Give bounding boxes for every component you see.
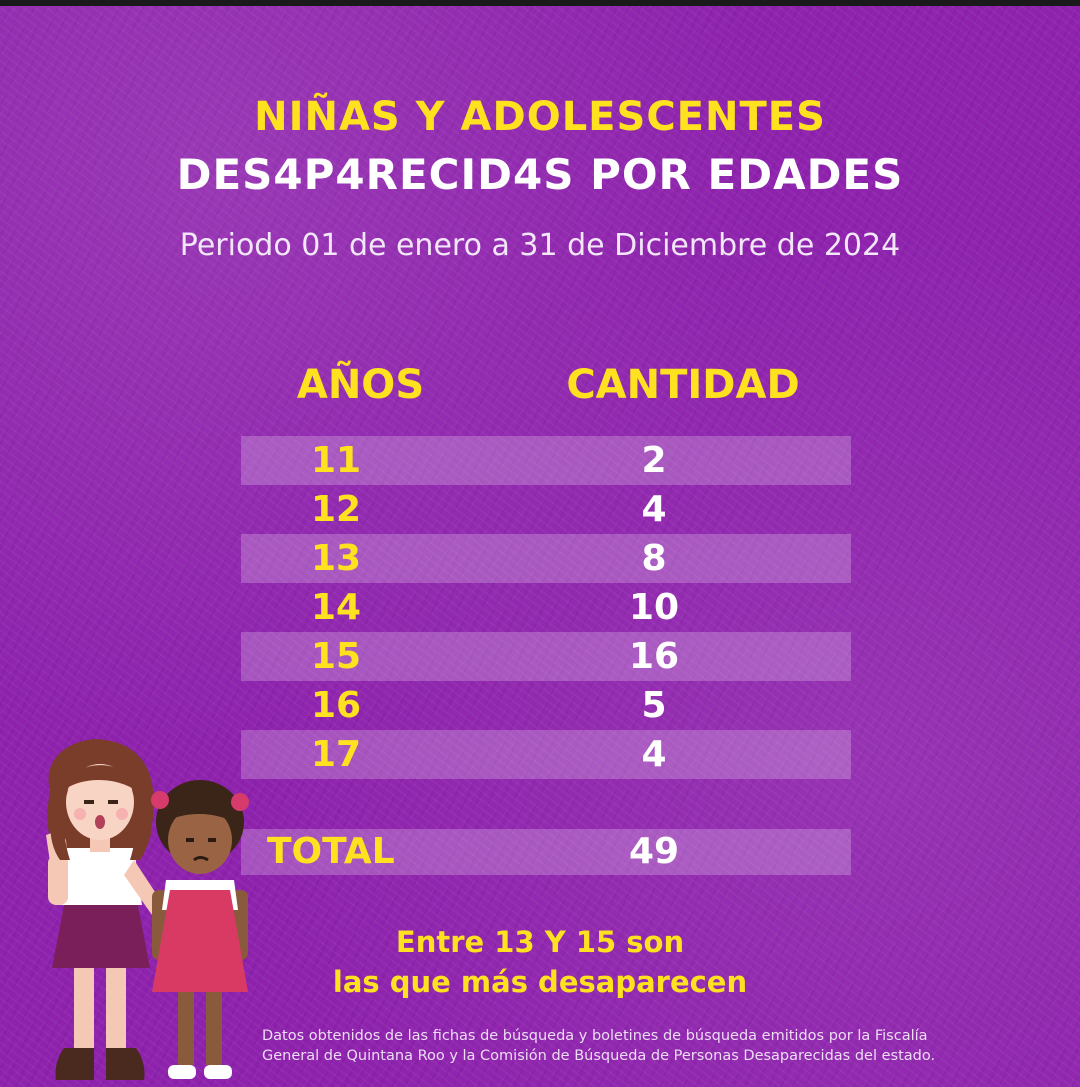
- table-row: 13 8: [241, 534, 851, 583]
- younger-girl-figure: [151, 780, 249, 1079]
- count-cell: 16: [628, 636, 680, 677]
- table-row: 14 10: [241, 583, 851, 632]
- count-cell: 2: [641, 440, 667, 481]
- total-label: TOTAL: [267, 831, 395, 872]
- age-cell: 15: [310, 636, 362, 677]
- age-cell: 13: [310, 538, 362, 579]
- table-row: 15 16: [241, 632, 851, 681]
- total-row: TOTAL 49: [241, 829, 851, 875]
- age-cell: 11: [310, 440, 362, 481]
- years-column-header: AÑOS: [296, 362, 425, 408]
- quantity-column-header: CANTIDAD: [566, 362, 800, 408]
- count-cell: 8: [641, 538, 667, 579]
- footnote-line-1: Datos obtenidos de las fichas de búsqued…: [262, 1028, 928, 1044]
- age-cell: 12: [310, 489, 362, 530]
- title-line-1: NIÑAS Y ADOLESCENTES: [254, 94, 826, 140]
- table-row: 16 5: [241, 681, 851, 730]
- count-cell: 5: [641, 685, 667, 726]
- title-line-2: DES4P4RECID4S POR EDADES: [176, 150, 904, 199]
- count-cell: 4: [641, 734, 667, 775]
- total-value: 49: [628, 831, 680, 872]
- table-row: 17 4: [241, 730, 851, 779]
- table-row: 11 2: [241, 436, 851, 485]
- older-girl-figure: [46, 739, 190, 1080]
- age-table: 11 2 12 4 13 8 14 10 15 16 16 5 17 4: [241, 436, 851, 779]
- source-footnote: Datos obtenidos de las fichas de búsqued…: [262, 1026, 1062, 1066]
- count-cell: 4: [641, 489, 667, 530]
- two-girls-illustration-icon: [46, 739, 249, 1080]
- note-line-2: las que más desaparecen: [332, 965, 748, 999]
- age-cell: 16: [310, 685, 362, 726]
- age-cell: 17: [310, 734, 362, 775]
- age-cell: 14: [310, 587, 362, 628]
- table-row: 12 4: [241, 485, 851, 534]
- count-cell: 10: [628, 587, 680, 628]
- footnote-line-2: General de Quintana Roo y la Comisión de…: [262, 1048, 936, 1064]
- note-line-1: Entre 13 Y 15 son: [395, 925, 685, 959]
- period-subtitle: Periodo 01 de enero a 31 de Diciembre de…: [179, 228, 901, 263]
- top-bar: [0, 0, 1080, 6]
